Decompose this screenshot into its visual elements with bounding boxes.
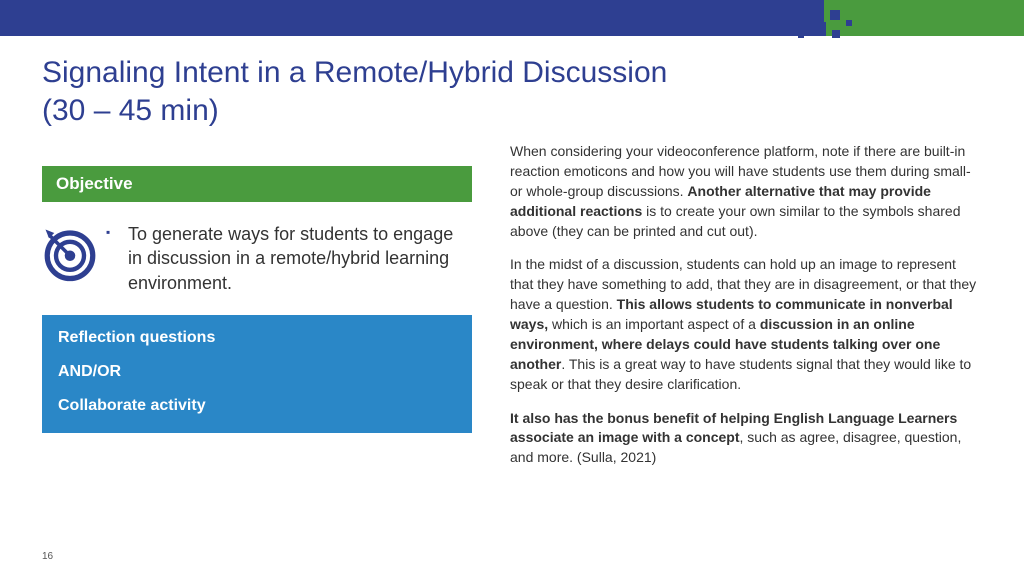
body-paragraph-1: When considering your videoconference pl…	[510, 142, 980, 241]
header-pixel-decoration	[754, 2, 874, 46]
title-line-2: (30 – 45 min)	[42, 94, 219, 127]
objective-bullet: To generate ways for students to engage …	[106, 222, 472, 295]
body-text-column: When considering your videoconference pl…	[510, 142, 980, 468]
body-paragraph-3: It also has the bonus benefit of helping…	[510, 409, 980, 469]
activity-box: Reflection questions AND/OR Collaborate …	[42, 315, 472, 433]
title-line-1: Signaling Intent in a Remote/Hybrid Disc…	[42, 56, 667, 89]
slide: Signaling Intent in a Remote/Hybrid Disc…	[0, 0, 1024, 576]
page-number: 16	[42, 551, 53, 562]
activity-line-3: Collaborate activity	[58, 397, 456, 415]
activity-line-1: Reflection questions	[58, 329, 456, 347]
objective-row: To generate ways for students to engage …	[42, 222, 472, 295]
body-paragraph-2: In the midst of a discussion, students c…	[510, 255, 980, 394]
activity-line-2: AND/OR	[58, 363, 456, 381]
objective-bar-label: Objective	[56, 174, 133, 193]
left-column: Objective To generate ways for students …	[42, 166, 472, 433]
slide-title: Signaling Intent in a Remote/Hybrid Disc…	[42, 54, 984, 129]
objective-bar: Objective	[42, 166, 472, 202]
target-icon	[42, 226, 98, 282]
